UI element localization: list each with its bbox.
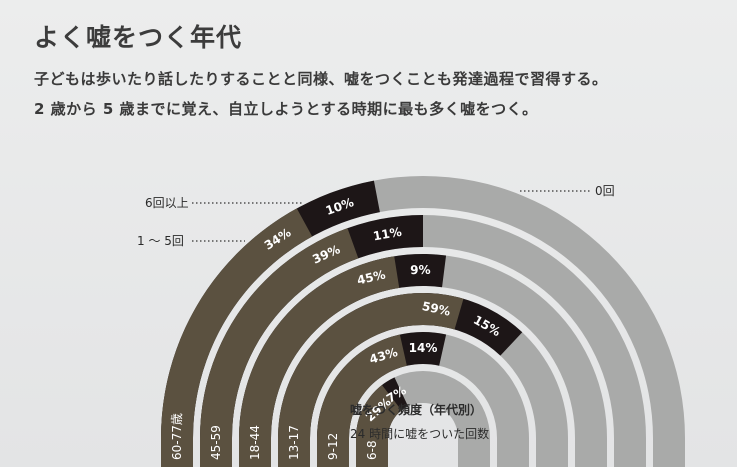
arc-right-leg	[653, 438, 685, 467]
arc-few-segment	[278, 293, 464, 438]
age-label: 13-17	[287, 425, 301, 460]
arc-left-leg	[200, 438, 232, 467]
arc-few-segment	[317, 334, 407, 438]
page-title: よく嘘をつく年代	[34, 23, 243, 52]
many-percent-label: 9%	[410, 263, 431, 277]
arc-right-leg	[497, 438, 529, 467]
arc-right-leg	[458, 438, 490, 467]
arc-band-row	[200, 215, 646, 467]
arc-band-row	[317, 332, 529, 467]
arc-left-leg	[317, 438, 349, 467]
chart-subtitle: 24 時間に嘘をついた回数	[350, 426, 489, 441]
chart-title: 嘘をつく頻度（年代別）	[350, 402, 482, 417]
arc-left-leg	[239, 438, 271, 467]
arc-few-segment	[239, 256, 400, 438]
arc-few-segment	[356, 385, 402, 438]
subtitle-line-1: 子どもは歩いたり話したりすることと同様、嘘をつくことも発達過程で習得する。	[34, 70, 608, 88]
legend-few-label: 1 ～ 5回	[137, 234, 184, 248]
age-label: 18-44	[248, 425, 262, 460]
arc-band-row	[239, 253, 607, 467]
arc-right-leg	[575, 438, 607, 467]
legend-many-label: 6回以上	[145, 196, 189, 210]
arc-band-row	[278, 292, 568, 467]
many-percent-label: 14%	[409, 341, 438, 355]
arc-band-row	[356, 371, 490, 467]
many-percent-label: 11%	[372, 225, 403, 244]
arc-left-leg	[161, 438, 193, 467]
arc-left-leg	[278, 438, 310, 467]
legend: 6回以上 1 ～ 5回 0回	[137, 184, 615, 248]
arc-left-leg	[356, 438, 388, 467]
few-percent-label: 45%	[356, 267, 387, 287]
arc-right-leg	[614, 438, 646, 467]
arc-few-segment	[200, 228, 359, 438]
legend-zero-label: 0回	[595, 184, 615, 198]
arc-right-leg	[536, 438, 568, 467]
age-label: 45-59	[209, 425, 223, 460]
arc-bands	[161, 176, 685, 467]
arc-band-row	[161, 176, 685, 467]
arc-few-segment	[161, 208, 313, 438]
subtitle-line-2: 2 歳から 5 歳までに覚え、自立しようとする時期に最も多く嘘をつく。	[34, 100, 538, 118]
age-label: 9-12	[326, 433, 340, 460]
few-percent-label: 59%	[421, 299, 452, 319]
age-label: 6-8	[365, 440, 379, 460]
age-labels: 60-77歳 45-59 18-44 13-17 9-12 6-8	[170, 413, 379, 460]
age-label: 60-77歳	[170, 413, 184, 460]
